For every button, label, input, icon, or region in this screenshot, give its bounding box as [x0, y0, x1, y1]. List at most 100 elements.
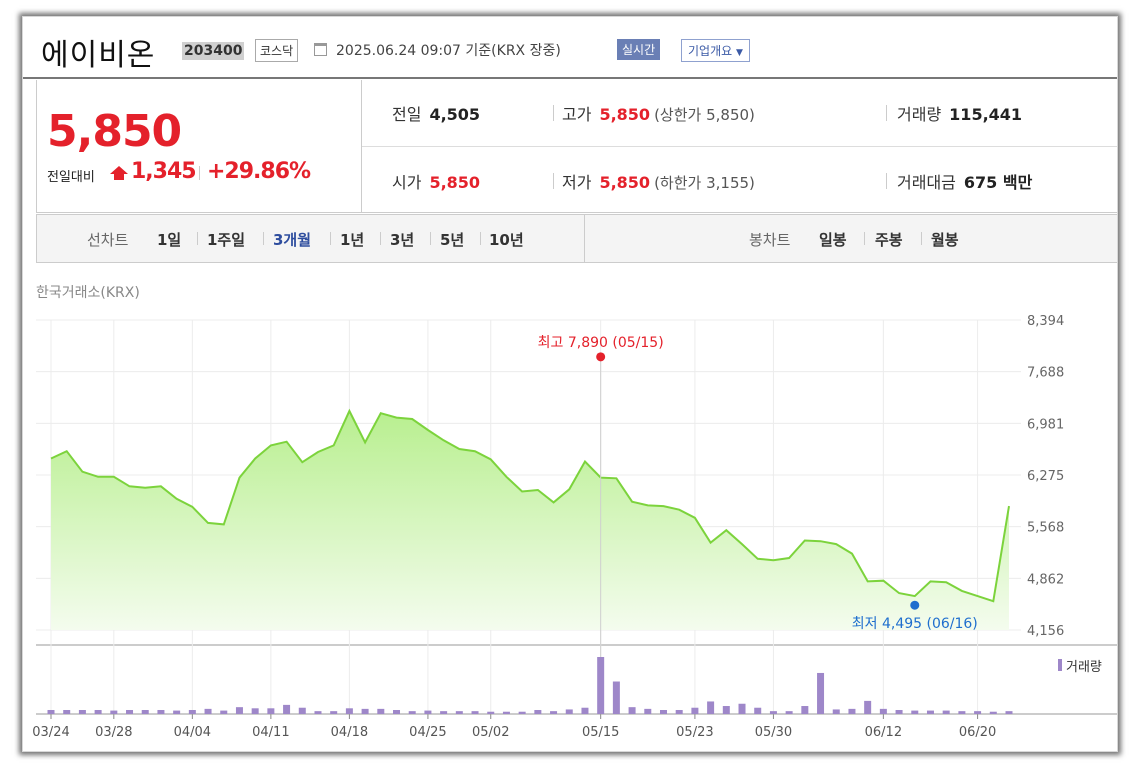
stat-upper-limit: (상한가 5,850)	[654, 106, 755, 124]
stat-high-value: 5,850	[599, 105, 651, 124]
volume-bar	[251, 708, 259, 714]
tab-monthly[interactable]: 월봉	[931, 231, 959, 249]
chart-tabs: 선차트 1일 1주일 3개월 1년 3년 5년 10년 봉차트 일봉 주봉 월봉	[36, 214, 1117, 263]
tab-divider	[197, 232, 198, 245]
stat-volume: 거래량 115,441	[897, 101, 1022, 125]
tab-1y[interactable]: 1년	[340, 231, 365, 249]
x-tick-label: 05/23	[676, 725, 713, 740]
line-chart-label: 선차트	[87, 231, 129, 249]
volume-bar	[675, 710, 683, 714]
volume-bar	[534, 710, 542, 714]
change-percent: +29.86%	[207, 159, 311, 184]
stat-open-value: 5,850	[429, 173, 481, 192]
volume-bar	[644, 708, 652, 714]
y-tick-label: 6,981	[1027, 417, 1064, 432]
volume-bar	[942, 710, 950, 714]
stat-low-label: 저가	[562, 173, 592, 192]
change-value: 1,345	[131, 159, 197, 184]
tab-3m[interactable]: 3개월	[273, 231, 312, 249]
company-overview-label: 기업개요	[688, 44, 733, 58]
volume-legend-swatch	[1058, 659, 1062, 671]
volume-bar	[895, 710, 903, 714]
volume-bar	[565, 709, 573, 714]
x-tick-label: 06/20	[959, 725, 996, 740]
chevron-down-icon: ▼	[736, 48, 743, 58]
price-chart: 8,394 7,688 6,981 6,275 5,568 4,862 4,156 03/24…	[32, 314, 1117, 740]
volume-bar	[628, 707, 636, 714]
stock-widget: 에이비온 203400 코스닥 2025.06.24 09:07 기준(KRX …	[22, 16, 1118, 752]
tab-5y[interactable]: 5년	[440, 231, 465, 249]
stat-divider	[553, 105, 554, 121]
volume-bar	[408, 711, 416, 714]
stock-header: 에이비온 203400 코스닥 2025.06.24 09:07 기준(KRX …	[23, 17, 1117, 79]
volume-bar	[78, 710, 86, 714]
stat-amount: 거래대금 675 백만	[897, 169, 1032, 193]
stat-lower-limit: (하한가 3,155)	[654, 174, 755, 192]
volume-bar	[63, 710, 71, 714]
current-price: 5,850	[47, 106, 182, 157]
stat-low: 저가 5,850 (하한가 3,155)	[562, 169, 755, 193]
y-tick-label: 6,275	[1027, 469, 1064, 484]
volume-bar	[879, 708, 887, 714]
volume-bar	[94, 710, 102, 714]
volume-bar	[471, 711, 479, 714]
volume-bar	[926, 710, 934, 714]
tab-3y[interactable]: 3년	[390, 231, 415, 249]
volume-bar	[283, 704, 291, 714]
volume-bar	[722, 706, 730, 714]
exchange-label: 한국거래소(KRX)	[36, 285, 140, 301]
stat-amount-label: 거래대금	[897, 173, 956, 192]
volume-bar	[832, 709, 840, 714]
volume-bar	[989, 711, 997, 714]
volume-bar	[801, 706, 809, 714]
y-tick-label: 4,862	[1027, 572, 1064, 587]
volume-bar	[110, 710, 118, 714]
y-tick-label: 7,688	[1027, 366, 1064, 381]
stat-prev-value: 4,505	[429, 105, 481, 124]
tab-weekly[interactable]: 주봉	[875, 231, 903, 249]
tab-1d[interactable]: 1일	[157, 231, 182, 249]
stat-prev: 전일 4,505	[392, 101, 480, 125]
realtime-button[interactable]: 실시간	[617, 39, 661, 60]
tab-10y[interactable]: 10년	[489, 231, 524, 249]
max-annotation: 최고 7,890 (05/15)	[538, 335, 664, 351]
volume-bar	[738, 703, 746, 714]
tab-divider	[430, 232, 431, 245]
y-tick-label: 5,568	[1027, 521, 1064, 536]
volume-bar	[864, 700, 872, 714]
volume-bar	[267, 708, 275, 714]
calendar-icon	[314, 43, 327, 56]
tab-1w[interactable]: 1주일	[207, 231, 246, 249]
volume-bar	[502, 711, 510, 714]
tab-divider	[330, 232, 331, 245]
stat-divider	[886, 173, 887, 189]
volume-bar	[974, 711, 982, 714]
volume-bar	[157, 710, 165, 714]
volume-bar	[424, 710, 432, 714]
stat-prev-label: 전일	[392, 105, 422, 124]
company-overview-button[interactable]: 기업개요 ▼	[681, 39, 750, 62]
volume-bar	[377, 708, 385, 714]
x-tick-label: 04/25	[409, 725, 446, 740]
volume-bar	[769, 711, 777, 714]
timestamp-basis: 기준(KRX 장중)	[465, 43, 561, 59]
tab-divider	[864, 232, 865, 245]
volume-bar	[518, 711, 526, 714]
candle-chart-label: 봉차트	[749, 231, 791, 249]
y-tick-label: 4,156	[1027, 624, 1064, 639]
x-tick-label: 05/02	[472, 725, 509, 740]
tab-daily[interactable]: 일봉	[819, 231, 847, 249]
volume-bar	[785, 711, 793, 714]
volume-bar	[298, 707, 306, 714]
tab-divider	[921, 232, 922, 245]
stat-volume-value: 115,441	[949, 105, 1023, 124]
stat-volume-label: 거래량	[897, 105, 942, 124]
volume-bar	[659, 710, 667, 714]
stat-open-label: 시가	[392, 173, 422, 192]
price-stats: 전일 4,505 고가 5,850 (상한가 5,850) 거래량 115,441 시가…	[362, 80, 1117, 213]
stat-divider	[886, 105, 887, 121]
volume-bar	[440, 711, 448, 714]
volume-bar	[707, 701, 715, 714]
stock-name: 에이비온	[41, 38, 156, 73]
volume-bar	[754, 707, 762, 714]
